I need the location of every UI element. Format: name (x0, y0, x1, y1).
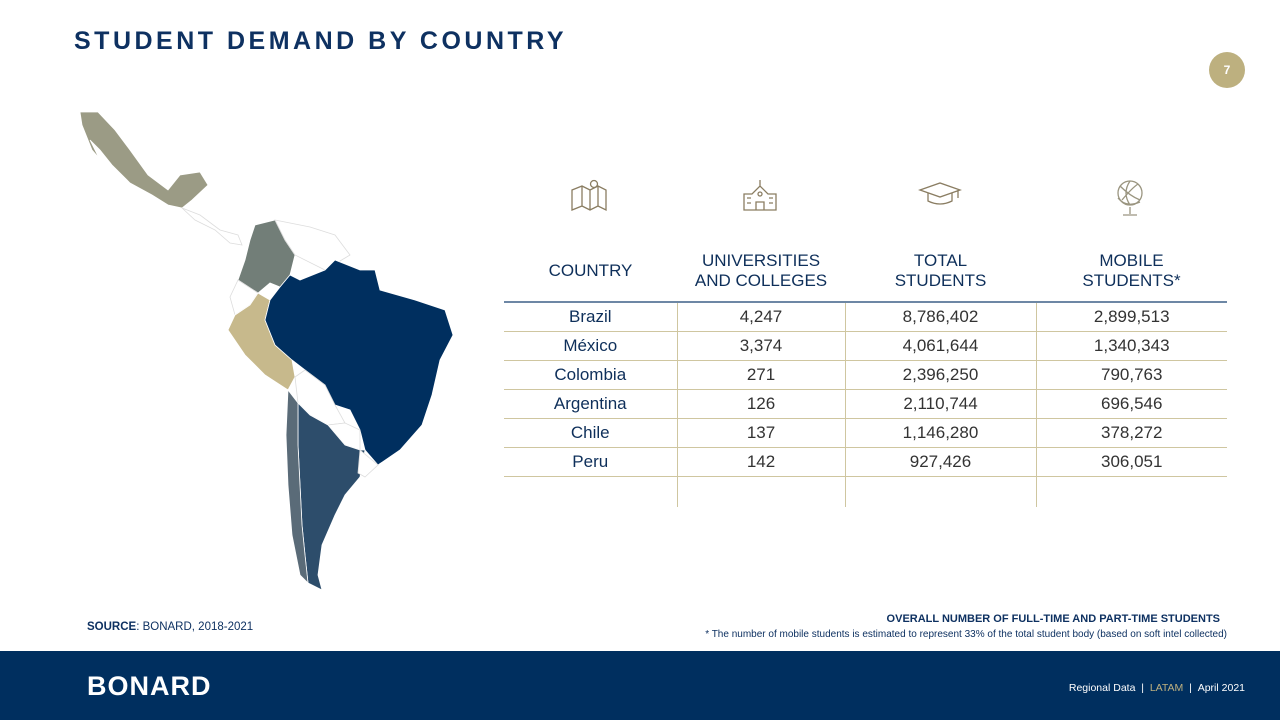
footnote: * The number of mobile students is estim… (705, 629, 1227, 640)
cell-country: Peru (504, 447, 677, 477)
table-header-row: COUNTRY UNIVERSITIES AND COLLEGES TOTAL ST… (504, 240, 1227, 302)
map-central-america (181, 207, 243, 246)
cell-country: Argentina (504, 389, 677, 419)
column-icons (504, 178, 1227, 218)
latam-map (79, 111, 454, 591)
footer-bar: BONARD Regional Data | LATAM | April 202… (0, 651, 1280, 720)
header-total-students: TOTAL STUDENTS (894, 250, 987, 290)
cell-total-students: 8,786,402 (844, 302, 1036, 332)
note-title: OVERALL NUMBER OF FULL-TIME AND PART-TIM… (886, 613, 1220, 625)
source-note: SOURCE: BONARD, 2018-2021 (87, 621, 254, 633)
table-row: Argentina 126 2,110,744 696,546 (504, 389, 1227, 419)
cell-universities: 4,247 (676, 302, 845, 332)
map-uruguay (357, 449, 379, 478)
cell-universities: 137 (676, 418, 845, 448)
cell-total-students: 927,426 (844, 447, 1036, 477)
table-row: Colombia 271 2,396,250 790,763 (504, 360, 1227, 390)
footer-info: Regional Data | LATAM | April 2021 (1068, 682, 1245, 694)
cell-country: Chile (504, 418, 677, 448)
table-row: México 3,374 4,061,644 1,340,343 (504, 331, 1227, 361)
cell-total-students: 2,110,744 (844, 389, 1036, 419)
page-title: STUDENT DEMAND BY COUNTRY (74, 27, 568, 55)
cell-mobile-students: 1,340,343 (1035, 331, 1227, 361)
page-number-badge: 7 (1209, 52, 1245, 88)
cell-mobile-students: 378,272 (1035, 418, 1227, 448)
table-row: Peru 142 927,426 306,051 (504, 447, 1227, 477)
cell-total-students: 2,396,250 (844, 360, 1036, 390)
globe-icon (1117, 180, 1143, 216)
bonard-logo: BONARD (87, 671, 212, 701)
empty-cell (504, 476, 677, 507)
cell-universities: 271 (676, 360, 845, 390)
empty-cell (844, 476, 1036, 507)
table-row: Brazil 4,247 8,786,402 2,899,513 (504, 302, 1227, 332)
header-mobile-students: MOBILE STUDENTS* (1082, 250, 1181, 290)
cell-country: México (504, 331, 677, 361)
map-chile (285, 388, 309, 585)
graduation-cap-icon (918, 182, 962, 205)
student-demand-table: COUNTRY UNIVERSITIES AND COLLEGES TOTAL ST… (504, 240, 1227, 507)
cell-universities: 126 (676, 389, 845, 419)
empty-cell (676, 476, 845, 507)
cell-total-students: 4,061,644 (844, 331, 1036, 361)
cell-country: Colombia (504, 360, 677, 390)
map-mexico (79, 111, 209, 209)
cell-mobile-students: 790,763 (1035, 360, 1227, 390)
empty-row (504, 476, 1227, 507)
cell-mobile-students: 306,051 (1035, 447, 1227, 477)
cell-universities: 142 (676, 447, 845, 477)
map-brazil (264, 259, 454, 466)
map-pin-icon (571, 179, 607, 212)
cell-mobile-students: 2,899,513 (1035, 302, 1227, 332)
school-building-icon (743, 180, 777, 211)
cell-mobile-students: 696,546 (1035, 389, 1227, 419)
header-universities: UNIVERSITIES AND COLLEGES (694, 250, 828, 290)
cell-country: Brazil (504, 302, 677, 332)
empty-cell (1035, 476, 1227, 507)
cell-total-students: 1,146,280 (844, 418, 1036, 448)
table-row: Chile 137 1,146,280 378,272 (504, 418, 1227, 448)
cell-universities: 3,374 (676, 331, 845, 361)
header-country: COUNTRY (548, 260, 633, 280)
